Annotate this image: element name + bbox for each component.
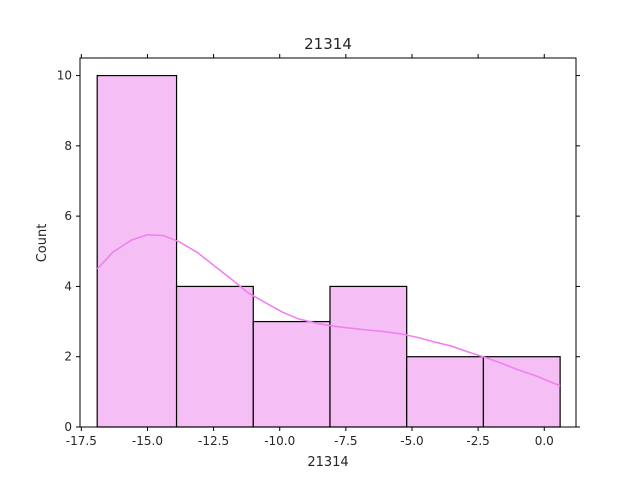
y-tick-label: 2 (64, 350, 72, 364)
y-tick-label: 0 (64, 420, 72, 434)
histogram-bar-2 (175, 285, 254, 428)
y-tick-label: 10 (57, 69, 72, 83)
kde-group (96, 233, 561, 387)
x-ticks: -17.5 -15.0 -12.5 -10.0 -7.5 -5.0 -2.5 0.0 (66, 54, 554, 448)
x-tick-label: 0.0 (535, 434, 554, 448)
x-tick-label: -2.5 (466, 434, 489, 448)
histogram-bar-5 (406, 356, 485, 428)
x-tick-label: -15.0 (132, 434, 163, 448)
x-tick-label: -12.5 (198, 434, 229, 448)
x-tick-label: -5.0 (400, 434, 423, 448)
bars-group (96, 74, 561, 428)
y-ticks: 0 2 4 6 8 10 (57, 69, 580, 434)
axes-frame (79, 57, 577, 428)
chart-title: 21314 (304, 35, 352, 53)
y-tick-label: 4 (64, 279, 72, 293)
x-tick-label: -17.5 (66, 434, 97, 448)
y-axis-label: Count (35, 224, 50, 263)
x-tick-label: -7.5 (334, 434, 357, 448)
kde-line (96, 233, 561, 387)
histogram-bar-1 (96, 74, 178, 428)
x-tick-label: -10.0 (264, 434, 295, 448)
histogram-bar-3 (252, 320, 331, 428)
plot-frame (79, 57, 577, 428)
y-tick-label: 6 (64, 209, 72, 223)
histogram-bar-4 (329, 285, 408, 428)
x-axis-label: 21314 (307, 455, 348, 470)
y-tick-label: 8 (64, 139, 72, 153)
histogram-bar-6 (482, 356, 561, 428)
